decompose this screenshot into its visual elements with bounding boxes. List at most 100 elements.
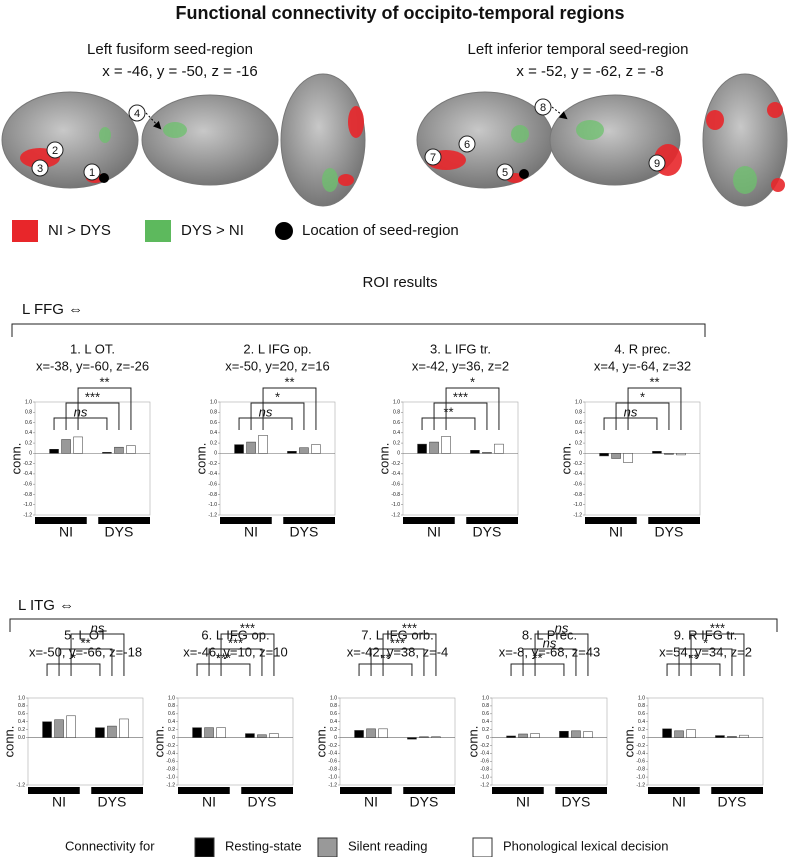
y-tick-label: 0.6 xyxy=(210,420,217,426)
category-bar xyxy=(220,517,272,524)
y-tick-label: -0.2 xyxy=(391,461,400,467)
y-tick-label: 0.2 xyxy=(330,727,337,733)
y-tick-label: 1.0 xyxy=(330,695,337,701)
significance-label: *** xyxy=(85,389,100,404)
marker-circle xyxy=(46,141,64,159)
y-tick-label: 0.4 xyxy=(393,430,400,436)
x-tick-label: DYS xyxy=(98,794,127,810)
y-tick-label: -0.2 xyxy=(328,743,337,749)
y-tick-label: -0.2 xyxy=(166,743,175,749)
y-tick-label: 0.6 xyxy=(393,420,400,426)
bar xyxy=(234,444,244,454)
bar xyxy=(583,731,593,738)
significance-bracket xyxy=(603,417,658,430)
chart-subtitle: x=-50, y=-66, z=-18 xyxy=(29,644,142,659)
plot-frame xyxy=(491,697,608,786)
region-marker: 8 xyxy=(534,98,552,116)
bar xyxy=(107,725,117,738)
y-tick-label: 0.2 xyxy=(575,440,582,446)
y-axis-label: conn. xyxy=(465,726,480,758)
y-tick-label: 0.8 xyxy=(330,703,337,709)
plot-frame xyxy=(34,401,151,516)
y-tick-label: 0.6 xyxy=(18,711,25,717)
x-tick-label: NI xyxy=(516,794,530,810)
bar xyxy=(61,439,71,454)
bar xyxy=(192,727,202,738)
region-marker: 4 xyxy=(128,104,146,122)
y-tick-label: -0.4 xyxy=(636,751,645,757)
y-tick-label: 0.8 xyxy=(393,410,400,416)
marker-label: 2 xyxy=(52,145,58,157)
y-axis-label: conn. xyxy=(621,726,636,758)
bar xyxy=(530,733,540,738)
seed-coords: x = -52, y = -62, z = -8 xyxy=(516,63,663,80)
y-tick-label: -0.4 xyxy=(391,471,400,477)
y-tick-label: 0 xyxy=(334,735,337,741)
marker-circle xyxy=(648,154,666,172)
y-tick-label: 0.2 xyxy=(393,440,400,446)
region-marker: 7 xyxy=(424,148,442,166)
y-tick-label: 0 xyxy=(642,735,645,741)
x-tick-label: NI xyxy=(609,524,623,540)
y-tick-label: -1.0 xyxy=(208,502,217,508)
marker-circle xyxy=(31,159,49,177)
bar xyxy=(674,730,684,738)
bar xyxy=(559,730,569,738)
marker-circle xyxy=(128,104,146,122)
bar xyxy=(378,728,388,738)
chart-title: 5. L OT xyxy=(64,627,107,642)
category-bar xyxy=(555,787,607,794)
significance-bracket xyxy=(382,633,437,676)
x-tick-label: NI xyxy=(59,524,73,540)
bar xyxy=(429,441,439,454)
legend-swatch xyxy=(472,837,493,857)
chart-subtitle: x=-50, y=20, z=16 xyxy=(225,358,329,373)
y-tick-label: 0.0 xyxy=(18,735,25,741)
y-tick-label: 0.6 xyxy=(25,420,32,426)
y-tick-label: 1.0 xyxy=(575,399,582,405)
y-tick-label: 0.4 xyxy=(330,719,337,725)
x-tick-label: NI xyxy=(427,524,441,540)
significance-bracket xyxy=(666,663,721,676)
y-tick-label: 0.2 xyxy=(482,727,489,733)
bar xyxy=(623,453,633,463)
significance-bracket xyxy=(238,417,293,430)
seed-name: Left inferior temporal seed-region xyxy=(468,41,689,58)
significance-label: ** xyxy=(284,374,294,389)
y-tick-label: -0.8 xyxy=(23,492,32,498)
y-tick-label: -0.2 xyxy=(480,743,489,749)
y-axis-label: conn. xyxy=(313,726,328,758)
y-tick-label: 0 xyxy=(579,451,582,457)
bar xyxy=(366,728,376,738)
y-tick-label: 0.6 xyxy=(575,420,582,426)
y-tick-label: -0.6 xyxy=(480,759,489,765)
y-tick-label: 0.2 xyxy=(638,727,645,733)
significance-bracket xyxy=(678,648,733,676)
category-bar xyxy=(648,787,700,794)
chart-title: 1. L OT. xyxy=(70,341,115,356)
chart-subtitle: x=-8, y=-68, z=43 xyxy=(499,644,601,659)
chart-subtitle: x=-42, y=36, z=2 xyxy=(412,358,509,373)
significance-label: ns xyxy=(555,620,569,635)
significance-bracket xyxy=(627,387,682,430)
y-tick-label: -1.2 xyxy=(16,782,25,788)
category-bar xyxy=(403,787,455,794)
y-tick-label: -0.4 xyxy=(208,471,217,477)
chart-title: 3. L IFG tr. xyxy=(430,341,491,356)
x-tick-label: NI xyxy=(202,794,216,810)
significance-label: ** xyxy=(532,650,542,665)
legend-swatch xyxy=(194,837,215,857)
x-tick-label: DYS xyxy=(562,794,591,810)
x-tick-label: DYS xyxy=(105,524,134,540)
y-tick-label: -1.2 xyxy=(208,512,217,518)
y-tick-label: -1.2 xyxy=(328,782,337,788)
y-tick-label: -0.6 xyxy=(23,482,32,488)
bar xyxy=(95,727,105,738)
y-tick-label: -1.2 xyxy=(480,782,489,788)
legend-swatch xyxy=(275,222,293,240)
significance-bracket xyxy=(77,387,132,430)
plot-frame xyxy=(339,697,456,786)
y-tick-label: -1.0 xyxy=(166,774,175,780)
y-axis-label: conn. xyxy=(376,443,391,475)
